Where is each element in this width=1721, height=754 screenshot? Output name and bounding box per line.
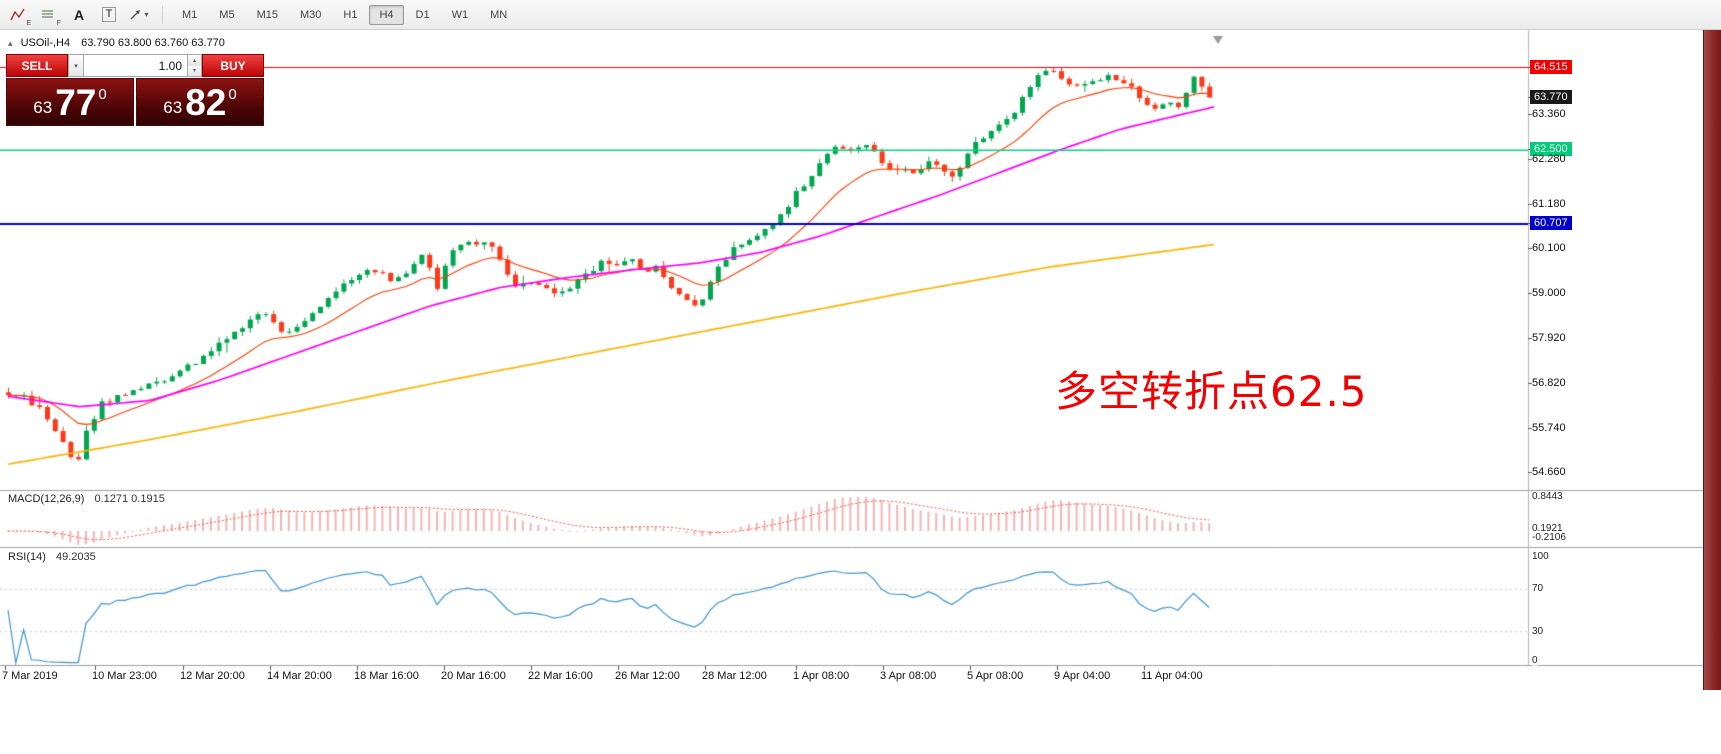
toolbar: E F A T ▾ M1 M5 M15 M30 H1 H4 D1 W1 MN — [0, 0, 1721, 30]
buy-button[interactable]: BUY — [202, 54, 264, 77]
volume-dropdown-button[interactable]: ▾ — [68, 54, 84, 77]
timeframe-h4[interactable]: H4 — [369, 4, 404, 25]
rsi-value: 49.2035 — [55, 551, 96, 563]
timeframe-w1[interactable]: W1 — [451, 8, 469, 21]
timeframe-m30[interactable]: M30 — [299, 8, 322, 21]
volume-input[interactable] — [84, 54, 188, 77]
one-click-trading-panel: SELL ▾ ▴ ▾ BUY 63 77 0 63 82 0 — [6, 54, 264, 126]
timeframe-h1[interactable]: H1 — [343, 8, 358, 21]
buy-price-pips: 82 — [185, 81, 227, 123]
sell-price-pips: 77 — [55, 81, 97, 123]
macd-values: 0.1271 0.1915 — [94, 493, 165, 505]
volume-down-button[interactable]: ▾ — [188, 65, 201, 76]
macd-name: MACD(12,26,9) — [8, 493, 85, 505]
sell-price-display[interactable]: 63 77 0 — [6, 78, 134, 126]
dropdown-caret-icon: ▾ — [144, 10, 149, 19]
text-label-icon[interactable]: A — [73, 6, 85, 23]
chart-text-annotation: 多空转折点62.5 — [1055, 367, 1368, 416]
timeframe-mn[interactable]: MN — [490, 8, 508, 21]
sell-price-int: 63 — [33, 98, 53, 117]
panel-toggle-icon[interactable]: ▴ — [8, 38, 13, 48]
buy-price-point: 0 — [228, 85, 237, 103]
buy-price-display[interactable]: 63 82 0 — [136, 78, 264, 126]
volume-spinner: ▴ ▾ — [188, 54, 202, 77]
boxed-t-glyph: T — [101, 7, 117, 22]
drawing-tools-icon[interactable]: ▾ — [126, 3, 152, 27]
chart-ohlc-header: ▴ USOil-,H4 63.790 63.800 63.760 63.770 — [8, 37, 225, 49]
volume-up-button[interactable]: ▴ — [188, 55, 201, 66]
timeframe-m15[interactable]: M15 — [256, 8, 278, 21]
icon-sub-label-e: E — [26, 19, 31, 27]
buy-price-int: 63 — [163, 98, 183, 117]
timeframe-d1[interactable]: D1 — [415, 8, 430, 21]
timeframe-m1[interactable]: M1 — [182, 8, 198, 21]
ohlc-values: 63.790 63.800 63.760 63.770 — [81, 37, 225, 49]
indicator-list-icon[interactable]: E — [6, 3, 32, 27]
macd-label: MACD(12,26,9) 0.1271 0.1915 — [8, 493, 165, 505]
timeframe-m5[interactable]: M5 — [219, 8, 235, 21]
sell-price-point: 0 — [98, 85, 107, 103]
icon-sub-label-f: F — [56, 19, 61, 27]
toolbar-divider — [162, 5, 163, 24]
symbol-period: USOil-,H4 — [20, 37, 71, 49]
rsi-label: RSI(14) 49.2035 — [8, 551, 96, 563]
text-box-icon[interactable]: T — [96, 3, 122, 27]
sell-button[interactable]: SELL — [6, 54, 68, 77]
right-scrollbar[interactable] — [1703, 30, 1721, 690]
timeframe-buttons: M1 M5 M15 M30 H1 H4 D1 W1 MN — [171, 4, 518, 25]
object-list-icon[interactable]: F — [36, 3, 62, 27]
rsi-name: RSI(14) — [8, 551, 46, 563]
